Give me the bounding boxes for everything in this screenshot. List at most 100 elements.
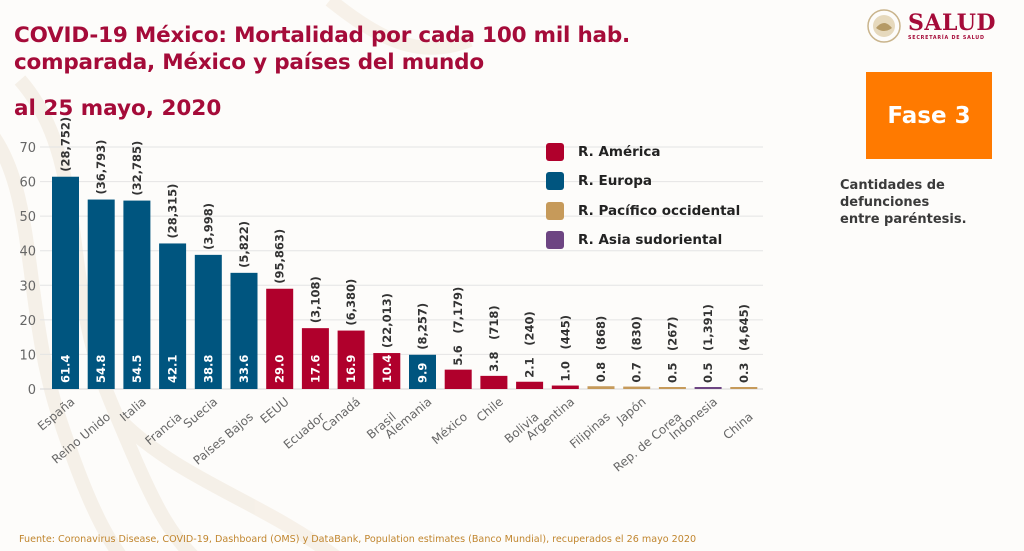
bar bbox=[123, 200, 151, 389]
bar-deaths-label: (267) bbox=[665, 316, 679, 351]
legend-item: R. Pacífico occidental bbox=[546, 196, 740, 226]
legend-item: R. Asia sudoriental bbox=[546, 226, 740, 256]
title-line-2: comparada, México y países del mundo bbox=[14, 50, 484, 75]
bar-deaths-label: (5,822) bbox=[237, 221, 251, 268]
legend-label: R. Europa bbox=[578, 173, 653, 190]
x-tick-label: Japón bbox=[613, 395, 648, 428]
bar-value-label: 3.8 bbox=[487, 351, 501, 371]
bar-deaths-label: (445) bbox=[558, 315, 572, 350]
legend-item: R. Europa bbox=[546, 167, 740, 197]
bar-deaths-label: (36,793) bbox=[94, 140, 108, 195]
bar-value-label: 2.1 bbox=[523, 357, 537, 377]
bar-deaths-label: (32,785) bbox=[130, 141, 144, 196]
bar bbox=[266, 288, 294, 389]
bar-deaths-label: (3,108) bbox=[308, 276, 322, 323]
legend-item: R. América bbox=[546, 137, 740, 167]
bar bbox=[587, 386, 615, 389]
note-line-3: entre paréntesis. bbox=[840, 212, 967, 227]
bar-deaths-label: (240) bbox=[523, 311, 537, 346]
legend-swatch bbox=[546, 231, 564, 250]
bar-deaths-label: (718) bbox=[487, 305, 501, 340]
bar bbox=[516, 381, 544, 389]
bar-deaths-label: (7,179) bbox=[451, 287, 465, 334]
bar bbox=[480, 375, 508, 389]
bar-deaths-label: (830) bbox=[630, 316, 644, 351]
bar-deaths-label: (1,391) bbox=[701, 304, 715, 351]
x-tick-label: Chile bbox=[474, 395, 506, 425]
x-tick-label: China bbox=[720, 410, 755, 443]
bar-deaths-label: (28,315) bbox=[166, 184, 180, 239]
bar-value-label: 33.6 bbox=[237, 355, 251, 383]
national-seal-icon bbox=[867, 9, 901, 43]
x-tick-label: Ecuador bbox=[281, 410, 328, 452]
legend-swatch bbox=[546, 172, 564, 191]
bar-deaths-label: (95,863) bbox=[273, 229, 287, 284]
bar-value-label: 1.0 bbox=[558, 361, 572, 381]
x-tick-label: Canadá bbox=[319, 395, 363, 435]
source-note: Fuente: Coronavirus Disease, COVID-19, D… bbox=[19, 534, 697, 545]
y-tick-label: 70 bbox=[19, 141, 36, 156]
title-line-1: COVID-19 México: Mortalidad por cada 100… bbox=[14, 23, 631, 48]
logo-subtitle: SECRETARÍA DE SALUD bbox=[908, 36, 985, 41]
y-tick-label: 40 bbox=[19, 245, 36, 260]
bar bbox=[623, 386, 651, 389]
legend-swatch bbox=[546, 201, 564, 220]
bar-value-label: 0.7 bbox=[630, 362, 644, 382]
bar bbox=[444, 369, 472, 389]
phase-badge: Fase 3 bbox=[866, 72, 992, 159]
bar bbox=[230, 272, 258, 389]
salud-logo: SALUD SECRETARÍA DE SALUD bbox=[866, 8, 996, 44]
bar bbox=[409, 354, 436, 389]
x-tick-label: EEUU bbox=[258, 395, 292, 427]
bar-value-label: 61.4 bbox=[59, 355, 73, 383]
bar bbox=[194, 254, 222, 389]
x-tick-label: España bbox=[35, 395, 78, 434]
deaths-note: Cantidades de defunciones entre paréntes… bbox=[840, 177, 1010, 228]
bar-value-label: 16.9 bbox=[344, 355, 358, 383]
bar-value-label: 0.5 bbox=[701, 363, 715, 383]
y-tick-label: 20 bbox=[19, 314, 36, 329]
bar-value-label: 38.8 bbox=[201, 355, 215, 383]
x-tick-label: Italia bbox=[117, 395, 149, 425]
bar bbox=[87, 199, 115, 389]
y-tick-label: 50 bbox=[19, 210, 36, 225]
bar-value-label: 0.8 bbox=[594, 362, 608, 382]
note-line-2: defunciones bbox=[840, 195, 930, 210]
bar-value-label: 0.5 bbox=[665, 363, 679, 383]
x-tick-label: Suecia bbox=[181, 395, 221, 431]
bar bbox=[658, 387, 686, 389]
bar-value-label: 0.3 bbox=[737, 363, 751, 383]
bar-deaths-label: (3,998) bbox=[201, 203, 215, 250]
bar-deaths-label: (22,013) bbox=[380, 293, 394, 348]
note-line-1: Cantidades de bbox=[840, 178, 945, 193]
x-tick-label: Filipinas bbox=[567, 410, 613, 452]
bar-value-label: 5.6 bbox=[451, 345, 465, 365]
legend-swatch bbox=[546, 142, 564, 161]
logo-name: SALUD bbox=[908, 10, 996, 36]
bar-deaths-label: (8,257) bbox=[416, 303, 430, 350]
bar-deaths-label: (6,380) bbox=[344, 279, 358, 326]
y-tick-label: 30 bbox=[19, 279, 36, 294]
bar-value-label: 42.1 bbox=[166, 355, 180, 383]
bar-deaths-label: (868) bbox=[594, 316, 608, 351]
legend-label: R. Pacífico occidental bbox=[578, 202, 741, 219]
x-tick-label: Francia bbox=[142, 410, 184, 449]
bar bbox=[159, 243, 187, 389]
x-tick-label: México bbox=[429, 410, 470, 448]
date-subtitle: al 25 mayo, 2020 bbox=[14, 96, 222, 121]
bar bbox=[551, 385, 579, 389]
legend-label: R. América bbox=[578, 143, 661, 160]
bar bbox=[337, 330, 365, 389]
chart-title: COVID-19 México: Mortalidad por cada 100… bbox=[14, 22, 630, 76]
bar-value-label: 54.5 bbox=[130, 355, 144, 383]
bar-value-label: 9.9 bbox=[416, 363, 430, 383]
bar-value-label: 17.6 bbox=[308, 355, 322, 383]
bar-value-label: 10.4 bbox=[380, 355, 394, 383]
bar-deaths-label: (28,752) bbox=[59, 117, 73, 172]
y-tick-label: 0 bbox=[28, 383, 36, 398]
y-tick-label: 10 bbox=[19, 348, 36, 363]
bar-deaths-label: (4,645) bbox=[737, 304, 751, 351]
bar bbox=[730, 387, 758, 389]
bar-value-label: 29.0 bbox=[273, 355, 287, 383]
